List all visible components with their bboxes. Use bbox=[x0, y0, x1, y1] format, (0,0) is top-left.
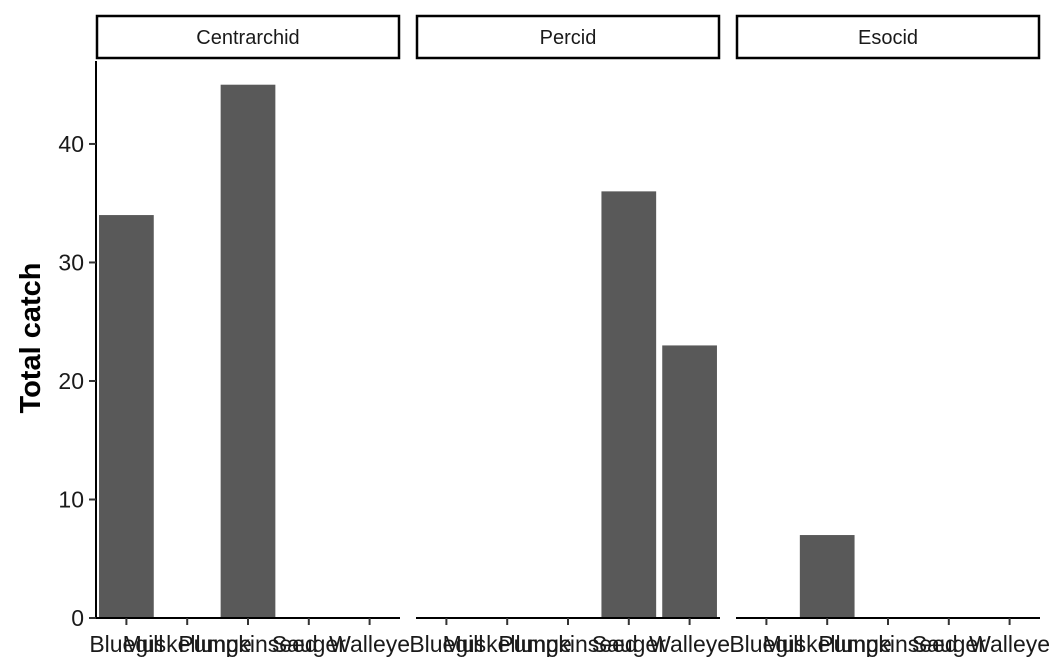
y-tick-label: 40 bbox=[58, 131, 84, 157]
x-tick-label: Muskellunge bbox=[763, 631, 892, 657]
facet-strip bbox=[415, 14, 721, 60]
facet-panel-percid: Percid BluegillMuskellungePumpkinseedSaug… bbox=[409, 14, 730, 657]
facet-strip bbox=[95, 14, 401, 60]
x-tick-label: Bluegill bbox=[89, 631, 163, 657]
x-tick-label: Pumpkinseed bbox=[498, 631, 637, 657]
facet-strip-label: Esocid bbox=[858, 27, 918, 49]
facet-strip bbox=[735, 14, 1041, 60]
x-tick-label: Sauger bbox=[272, 631, 347, 657]
x-tick-label: Pumpkinseed bbox=[818, 631, 957, 657]
y-tick-label: 0 bbox=[71, 605, 84, 631]
bar bbox=[220, 84, 276, 618]
y-axis-title: Total catch bbox=[15, 263, 47, 414]
x-tick-label: Muskellunge bbox=[443, 631, 572, 657]
y-axis: 0 10 20 30 40 bbox=[58, 61, 97, 631]
y-tick-label: 20 bbox=[58, 368, 84, 394]
facet-panel-centrarchid: Centrarchid BluegillMuskellungePumpkinsee… bbox=[89, 14, 410, 657]
x-tick-label: Walleye bbox=[969, 631, 1050, 657]
y-tick-label: 30 bbox=[58, 249, 84, 275]
x-tick-label: Pumpkinseed bbox=[178, 631, 317, 657]
x-tick-label: Walleye bbox=[649, 631, 730, 657]
bar bbox=[99, 215, 154, 618]
x-tick-label: Bluegill bbox=[409, 631, 483, 657]
bar bbox=[662, 345, 717, 618]
facet-strip-label: Centrarchid bbox=[196, 27, 299, 49]
bar bbox=[601, 191, 657, 619]
bar bbox=[799, 535, 855, 618]
y-tick-label: 10 bbox=[58, 486, 84, 512]
x-tick-label: Walleye bbox=[329, 631, 410, 657]
x-tick-label: Bluegill bbox=[729, 631, 803, 657]
facet-panels: CentrarchidBluegillMuskellungePumpkinsee… bbox=[89, 14, 1050, 657]
facet-panel-esocid: Esocid BluegillMuskellungePumpkinseedSaug… bbox=[729, 14, 1050, 657]
x-tick-label: Sauger bbox=[592, 631, 667, 657]
x-tick-label: Sauger bbox=[912, 631, 987, 657]
x-tick-label: Muskellunge bbox=[123, 631, 252, 657]
facet-strip-label: Percid bbox=[540, 27, 597, 49]
